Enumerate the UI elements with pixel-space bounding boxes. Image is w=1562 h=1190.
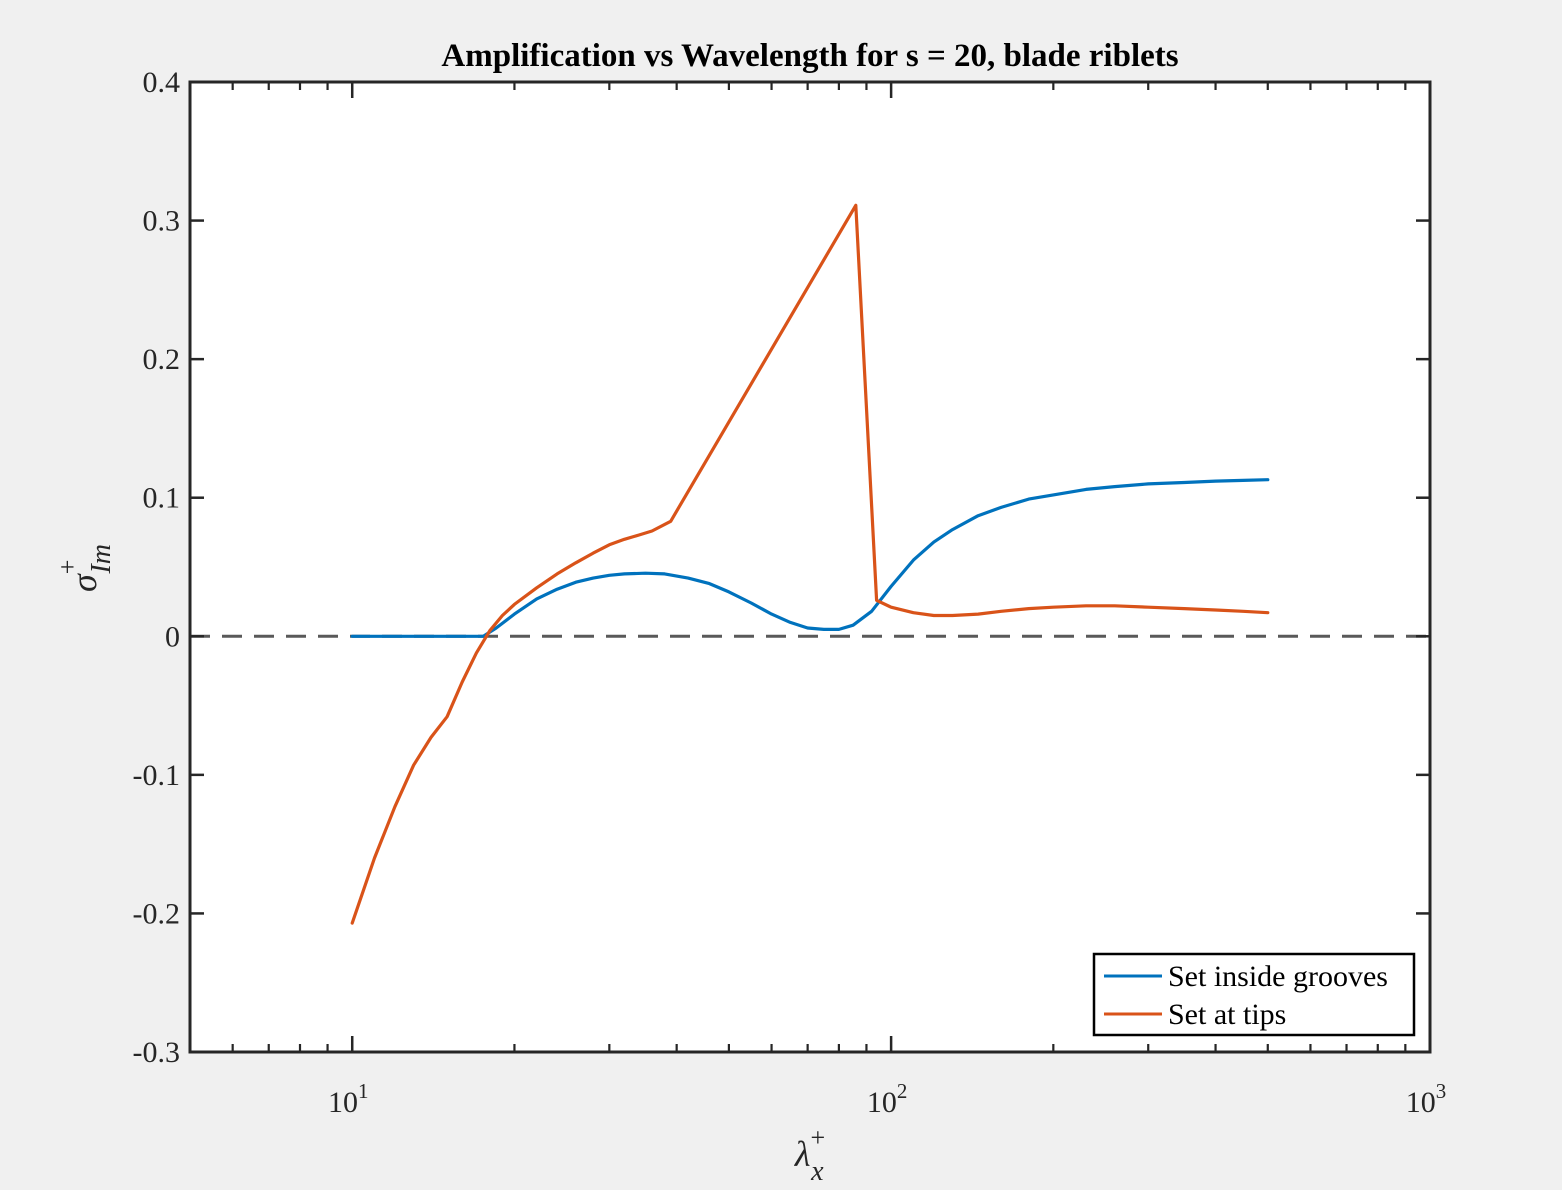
y-axis-label-subscript: Im: [86, 544, 117, 575]
plot-area-group: [190, 82, 1430, 1052]
y-tick-label: 0.4: [143, 66, 181, 99]
y-tick-label: -0.1: [133, 759, 181, 792]
series-group: [350, 203, 1270, 925]
legend-label-set-inside-grooves: Set inside grooves: [1168, 960, 1388, 993]
y-tick-label: -0.2: [133, 897, 181, 930]
x-tick-label: 101: [328, 1079, 369, 1119]
ticks-group: [188, 80, 1432, 1054]
y-tick-label: 0.1: [143, 482, 181, 515]
y-axis-label-superscript: +: [53, 560, 82, 575]
y-tick-label: 0.3: [143, 205, 181, 238]
x-tick-label-base: 10: [328, 1086, 358, 1119]
x-axis-label: λ+ x: [794, 1123, 825, 1187]
legend-label-set-at-tips: Set at tips: [1168, 998, 1286, 1031]
legend: Set inside grooves Set at tips: [1092, 952, 1416, 1037]
y-axis-label: σ+ Im: [53, 544, 117, 592]
x-axis-label-subscript: x: [810, 1156, 824, 1187]
legend-box: [1092, 952, 1416, 1037]
x-axis-label-base: λ: [794, 1134, 811, 1174]
axes-group: [188, 80, 1432, 1054]
chart-title: Amplification vs Wavelength for s = 20, …: [441, 38, 1178, 74]
y-axis-label-base: σ: [64, 573, 104, 592]
y-tick-label: 0: [165, 620, 180, 653]
x-tick-label-exponent: 3: [1436, 1079, 1447, 1103]
y-tick-label: 0.2: [143, 343, 181, 376]
x-tick-label-base: 10: [867, 1086, 897, 1119]
x-tick-label-exponent: 2: [897, 1079, 908, 1103]
plot-area: [190, 82, 1430, 1052]
series-line-set-at-tips: [350, 203, 1270, 925]
x-tick-label: 103: [1406, 1079, 1447, 1119]
axes-box: [188, 80, 1432, 1054]
x-tick-label-base: 10: [1406, 1086, 1436, 1119]
x-axis-label-superscript: +: [810, 1123, 825, 1152]
x-tick-label-exponent: 1: [358, 1079, 369, 1103]
series-line-set-inside-grooves: [350, 478, 1270, 638]
y-tick-label: -0.3: [133, 1036, 181, 1069]
x-tick-label: 102: [867, 1079, 908, 1119]
